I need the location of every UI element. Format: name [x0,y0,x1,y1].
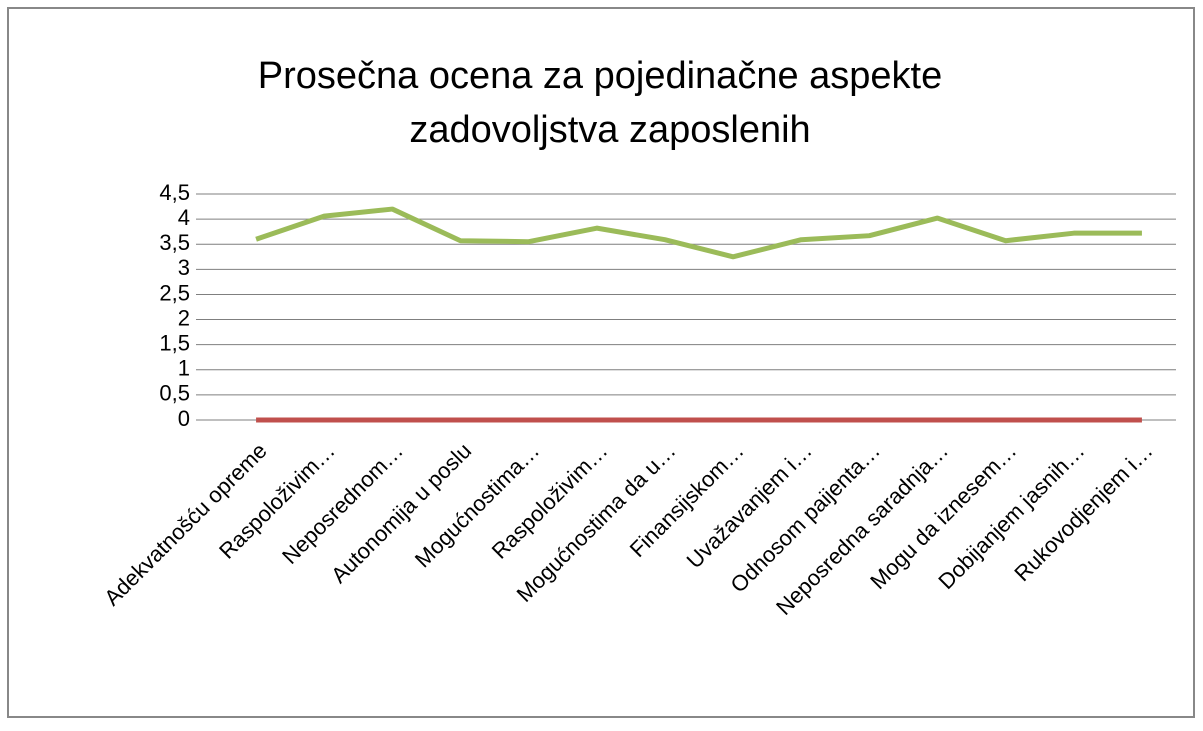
y-tick-label: 4,5 [159,180,190,205]
y-tick-label: 2,5 [159,280,190,305]
chart-title: Prosečna ocena za pojedinačne aspekte [258,55,942,97]
chart-frame [7,7,1195,718]
y-tick-label: 0 [178,406,190,431]
line-series [255,206,1142,260]
chart-title: zadovoljstva zaposlenih [409,109,810,151]
y-tick-label: 2 [178,305,190,330]
y-tick-label: 4 [178,205,190,230]
y-tick-label: 3 [178,255,190,280]
y-tick-label: 1,5 [159,330,190,355]
y-tick-label: 0,5 [159,381,190,406]
y-tick-label: 3,5 [159,230,190,255]
y-tick-label: 1 [178,356,190,381]
